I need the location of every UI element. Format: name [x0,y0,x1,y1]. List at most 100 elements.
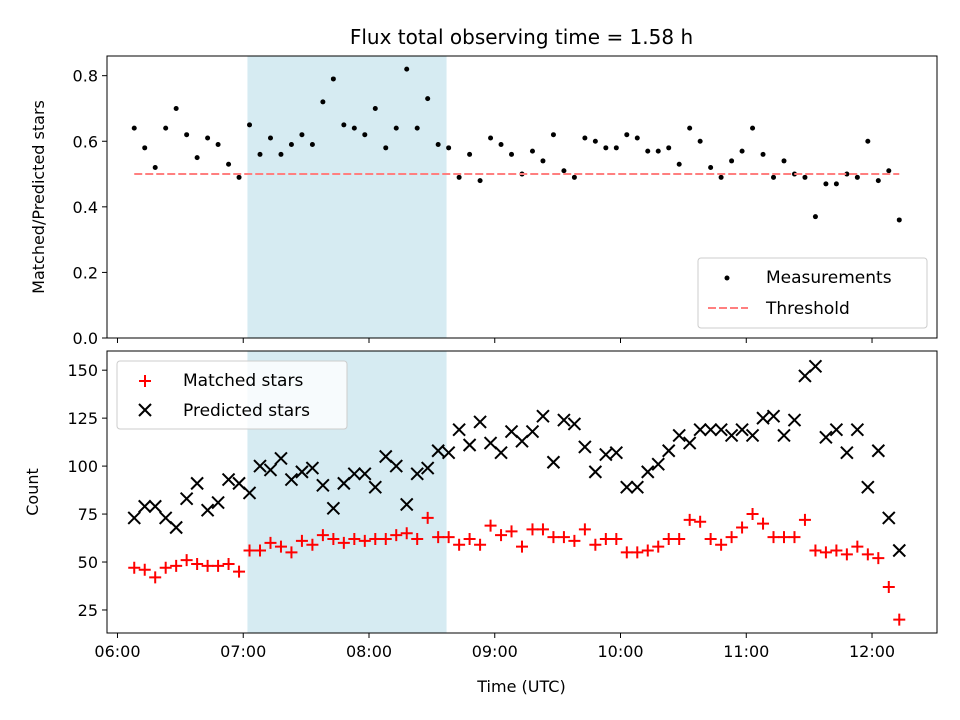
matched-stars-point [212,559,225,572]
measurements-point [687,125,693,131]
measurements-point [299,132,305,138]
predicted-stars-point [525,424,540,439]
matched-stars-point [725,531,738,544]
matched-stars-point [851,540,864,553]
matched-stars-point [390,529,403,542]
y-tick-label: 0.0 [73,329,98,348]
predicted-stars-point [546,455,561,469]
measurements-point [802,174,808,180]
matched-stars-point [526,523,539,536]
predicted-stars-point [138,499,152,514]
measurements-point [739,148,745,154]
matched-stars-point [861,548,874,561]
matched-stars-point [170,559,183,572]
measurements-point [634,135,640,141]
predicted-stars-point [368,480,382,494]
predicted-stars-point [871,444,886,458]
matched-stars-point [809,544,822,557]
x-tick-label: 10:00 [597,642,643,661]
measurements-point [760,151,766,157]
predicted-stars-point [808,359,823,374]
predicted-stars-point [284,472,299,487]
measurements-point [425,96,431,102]
x-tick-label: 12:00 [849,642,895,661]
predicted-stars-point [703,422,718,437]
predicted-stars-point [211,495,225,510]
matched-stars-point [589,538,602,551]
matched-stars-point [432,531,445,544]
measurements-point [676,161,682,167]
y-tick-label: 0.6 [73,132,98,151]
measurements-point [257,151,263,157]
predicted-stars-point [179,492,194,506]
matched-stars-point [264,536,277,549]
matched-stars-point [233,565,246,578]
matched-stars-point [620,546,633,559]
measurements-point [247,122,253,128]
predicted-stars-point [253,459,267,473]
matched-stars-point [578,523,591,536]
measurements-point [833,181,839,187]
measurements-point [540,158,546,164]
count-y-axis: 25 50 75 100 125 150 [67,361,107,620]
x-axis-label: Time (UTC) [476,677,565,696]
y-tick-label: 125 [67,409,98,428]
predicted-stars-point [263,463,278,477]
measurements-point [362,132,368,138]
matched-stars-point [254,544,267,557]
predicted-stars-point [672,428,686,443]
matched-stars-point [180,554,193,567]
predicted-stars-point [305,461,320,475]
measurements-point [750,125,756,131]
predicted-stars-point [389,459,403,473]
measurements-point [215,142,221,148]
measurements-point [718,174,724,180]
matched-stars-point [893,613,906,626]
measurements-point [278,151,284,157]
matched-stars-point [327,533,340,545]
matched-stars-point [882,580,895,593]
measurements-point [341,122,347,128]
matched-stars-point [757,517,770,530]
measurements-point [875,178,881,184]
measurements-point [823,181,829,187]
measurements-point [550,132,556,138]
measurements-point [571,174,577,180]
count-legend-box [116,360,348,430]
measurements-point [603,145,609,151]
legend-threshold-label: Threshold [765,299,850,319]
matched-stars-point [683,513,696,526]
predicted-stars-point [620,480,634,494]
measurements-point [351,125,357,131]
matched-stars-point [149,571,162,584]
measurements-point [896,217,902,223]
matched-stars-point [788,531,801,544]
matched-stars-point [746,508,759,521]
predicted-stars-point [504,424,519,439]
predicted-stars-point [756,411,770,425]
ratio-legend-box [697,257,928,329]
matched-stars-point [495,529,508,542]
predicted-stars-point [819,430,833,445]
y-tick-label: 0.8 [73,67,98,86]
measurements-point [865,138,871,144]
observing-span-shade [247,56,447,338]
matched-stars-point [348,533,361,545]
predicted-stars-point [798,369,812,383]
predicted-stars-point [326,501,341,516]
predicted-stars-point [337,476,351,491]
measurements-point [655,148,661,154]
matched-stars-point [274,540,287,553]
predicted-stars-point [127,511,141,525]
predicted-stars-point [693,422,707,437]
predicted-stars-point [190,476,204,491]
predicted-stars-point [714,422,728,437]
matched-stars-point [400,527,413,540]
y-tick-label: 0.4 [73,198,98,217]
predicted-stars-point [641,465,655,479]
measurements-point [886,168,892,174]
predicted-stars-point [588,465,603,479]
predicted-stars-point [169,520,183,535]
predicted-stars-point [850,422,865,437]
predicted-stars-point [536,409,550,423]
